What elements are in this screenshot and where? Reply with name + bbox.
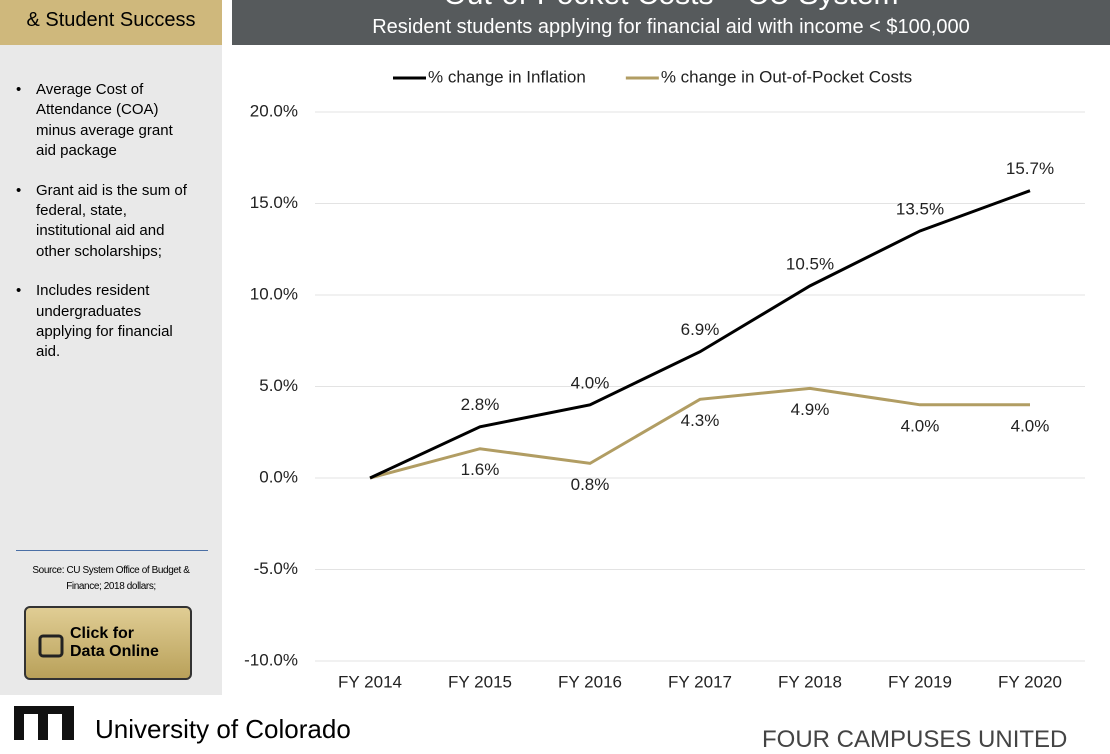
y-tick-label: 5.0% [259, 376, 298, 395]
data-label: 10.5% [786, 254, 834, 273]
y-tick-label: 15.0% [250, 193, 298, 212]
series-line [369, 386, 1030, 480]
title: Out-of-Pocket Costs – CU System [232, 0, 1110, 12]
y-tick-label: 10.0% [250, 284, 298, 303]
legend-label: % change in Inflation [428, 67, 586, 86]
button-icon [38, 634, 64, 658]
data-online-button[interactable]: Click for Data Online [24, 606, 192, 680]
x-tick-label: FY 2018 [778, 672, 842, 691]
bullet: Grant aid is the sum of federal, state, … [0, 181, 196, 263]
data-label: 4.0% [901, 416, 940, 435]
data-label: 4.0% [571, 373, 610, 392]
data-label: 15.7% [1006, 159, 1054, 178]
tagline: FOUR CAMPUSES UNITED [762, 726, 1068, 753]
data-label: 1.6% [461, 460, 500, 479]
x-tick-label: FY 2020 [998, 672, 1062, 691]
section-title: & Student Success [0, 0, 222, 45]
data-label: 4.3% [681, 411, 720, 430]
bullet: Average Cost of Attendance (COA) minus a… [0, 80, 196, 162]
title-bar: Out-of-Pocket Costs – CU System Resident… [232, 0, 1110, 45]
data-label: 13.5% [896, 199, 944, 218]
legend-label: % change in Out-of-Pocket Costs [661, 67, 912, 86]
divider [16, 550, 208, 551]
x-tick-label: FY 2017 [668, 672, 732, 691]
chart: -10.0% -5.0% 0.0% 5.0% 10.0% 15.0% 20.0% FY 201… [244, 67, 1085, 691]
y-tick-label: 20.0% [250, 101, 298, 120]
x-tick-label: FY 2016 [558, 672, 622, 691]
button-text: Data Online [70, 643, 159, 660]
x-tick-label: FY 2019 [888, 672, 952, 691]
university-name: University of Colorado [95, 714, 351, 744]
button-text: Click for [70, 625, 135, 642]
series-line [369, 189, 1031, 480]
logo [14, 706, 74, 740]
data-label: 6.9% [681, 320, 720, 339]
data-label: 4.0% [1011, 416, 1050, 435]
data-label: 0.8% [571, 475, 610, 494]
bullet: Includes resident undergraduates applyin… [0, 281, 196, 363]
data-label: 2.8% [461, 395, 500, 414]
x-tick-label: FY 2015 [448, 672, 512, 691]
x-tick-label: FY 2014 [338, 672, 402, 691]
bullet-list: Average Cost of Attendance (COA) minus a… [0, 80, 196, 382]
y-tick-label: 0.0% [259, 467, 298, 486]
y-tick-label: -5.0% [254, 559, 298, 578]
subtitle: Resident students applying for financial… [372, 16, 970, 38]
y-tick-label: -10.0% [244, 650, 298, 669]
source-note: Source: CU System Office of Budget & Fin… [32, 565, 190, 592]
data-label: 4.9% [791, 400, 830, 419]
